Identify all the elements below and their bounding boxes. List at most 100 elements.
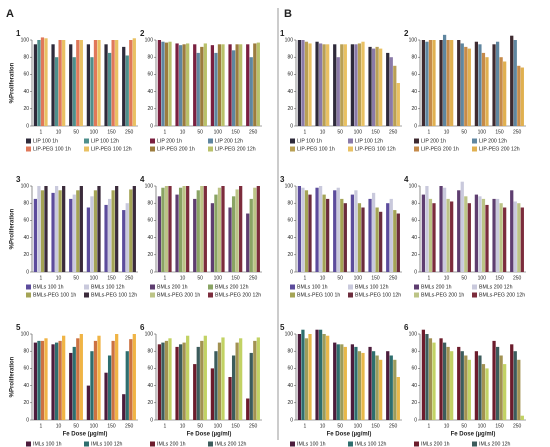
bar [256,337,260,420]
bar [460,43,464,126]
y-tick-label: 0 [290,269,293,275]
bar [182,186,186,272]
legend-swatch [150,292,155,298]
x-tick-label: 150 [107,129,116,135]
x-tick-label: 10 [56,129,62,135]
legend-label: LIP 200 12h [479,138,507,144]
bar [62,40,66,126]
legend-label: BMLs 100 12h [91,284,125,290]
bar [129,189,133,272]
legend-label: IMLs 100 1h [33,441,62,447]
bar [428,198,433,272]
bar [393,210,397,272]
bar [196,346,200,420]
bar [231,196,236,272]
x-tick-label: 250 [513,275,522,281]
x-tick-label: 250 [249,423,258,429]
bar [182,44,186,126]
bar [228,377,232,420]
legend-label: IMLs 200 1h [157,441,186,447]
y-axis-label: %Proliferation [10,208,16,249]
x-tick-label: 100 [90,275,99,281]
bar [221,186,225,272]
bar [308,194,312,272]
legend-swatch [84,146,89,152]
y-tick-label: 60 [411,366,417,372]
bar [464,355,468,420]
panel-number: 6 [404,323,409,332]
panel-number: 1 [280,29,285,38]
bar [217,187,222,272]
legend-label: BMLs 200 12h [215,284,249,290]
bar [393,359,397,420]
bar [239,186,243,272]
y-tick-label: 40 [287,89,293,95]
legend-label: BMLs 200 12h [479,284,513,290]
bar [76,40,80,126]
bar [111,340,115,420]
bar [51,44,55,126]
bar [520,207,524,272]
bar [315,41,319,126]
x-tick-label: 50 [461,129,467,135]
bar [326,44,330,126]
legend-label: BMLs-PEG 100 12h [355,292,401,298]
y-tick-label: 80 [411,201,417,207]
legend-swatch [348,138,353,144]
legend-label: BMLs-PEG 100 12h [91,292,137,298]
bar [474,41,479,126]
bar [474,351,479,420]
x-tick-label: 10 [56,275,62,281]
legend-swatch [150,441,155,447]
bar [132,186,136,272]
bar [481,364,486,420]
bar [182,342,186,420]
legend-label: LIP-PEG 100 12h [355,146,396,152]
bar [421,40,426,126]
bar [203,43,207,126]
bar [62,335,66,420]
bar [517,359,521,420]
y-tick-label: 0 [414,417,417,423]
x-tick-label: 50 [73,275,79,281]
legend-label: IMLs 100 1h [297,441,326,447]
bar [196,190,200,272]
bar [175,194,179,272]
x-axis-label: Fe Dose (µg/ml) [187,432,232,438]
legend-label: BMLs 200 1h [157,284,188,290]
bar [379,48,383,126]
bar [79,40,83,126]
y-tick-label: 40 [23,235,29,241]
x-tick-label: 1 [163,423,166,429]
bar [37,40,41,126]
bar [69,44,73,126]
legend-label: LIP 100 1h [33,138,58,144]
bar [464,196,468,272]
legend-swatch [84,441,89,447]
bar [51,192,55,272]
bar [297,334,302,420]
x-tick-label: 10 [444,423,450,429]
bar [210,45,215,126]
x-tick-label: 1 [303,129,306,135]
y-tick-label: 20 [23,400,29,406]
x-tick-label: 1 [39,275,42,281]
y-tick-label: 60 [287,218,293,224]
bar [304,41,309,126]
bar [481,198,486,272]
y-tick-label: 80 [147,349,153,355]
y-tick-label: 80 [287,201,293,207]
panel-number: 6 [140,323,145,332]
x-tick-label: 100 [478,275,487,281]
y-tick-label: 60 [23,72,29,78]
section-label: A [6,8,14,20]
x-tick-label: 50 [461,275,467,281]
bar [249,198,253,272]
bar [432,40,436,126]
y-tick-label: 0 [414,123,417,129]
legend-swatch [208,284,213,290]
bar [62,186,66,272]
y-axis-label: %Proliferation [10,356,16,397]
bar [125,203,129,272]
bar [129,339,133,420]
